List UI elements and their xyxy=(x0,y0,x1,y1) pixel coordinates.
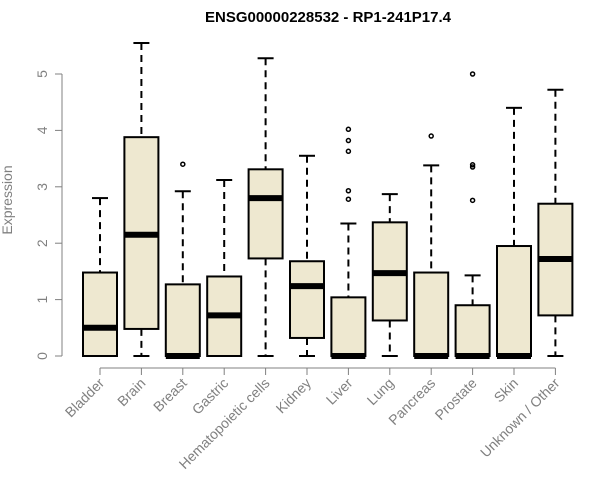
x-tick-label: Breast xyxy=(150,375,190,415)
x-tick-label: Bladder xyxy=(62,375,108,421)
y-tick-label: 5 xyxy=(34,70,50,78)
iqr-box xyxy=(82,271,118,358)
box-gastric xyxy=(206,179,243,358)
outlier-point xyxy=(345,148,352,155)
y-axis-label: Expression xyxy=(0,165,15,234)
outlier-point xyxy=(345,187,352,194)
box-group xyxy=(82,41,574,359)
box-breast xyxy=(164,161,201,359)
iqr-box xyxy=(454,304,491,357)
box-bladder xyxy=(82,197,118,358)
box-brain xyxy=(123,41,160,357)
outlier-point xyxy=(469,71,476,77)
y-axis: 0 1 2 3 4 5 xyxy=(34,70,63,360)
iqr-box xyxy=(496,245,532,358)
x-tick-label: Brain xyxy=(114,375,148,409)
box-lung xyxy=(371,193,408,357)
box-hematopoietic-cells xyxy=(247,57,284,357)
x-tick-label: Lung xyxy=(364,375,397,408)
x-tick-label: Kidney xyxy=(273,375,315,417)
iqr-box xyxy=(289,260,325,339)
iqr-box xyxy=(164,283,201,358)
outlier-point xyxy=(345,126,352,133)
chart-title: ENSG00000228532 - RP1-241P17.4 xyxy=(205,9,452,26)
box-prostate xyxy=(454,71,491,359)
x-tick-label: Unknown / Other xyxy=(477,375,563,461)
outlier-point xyxy=(469,164,476,170)
y-tick-label: 2 xyxy=(34,239,50,247)
y-tick-label: 1 xyxy=(34,295,50,303)
x-tick-label: Skin xyxy=(491,375,522,406)
outlier-point xyxy=(180,161,186,167)
box-skin xyxy=(496,106,532,359)
y-tick-label: 3 xyxy=(34,183,50,191)
x-tick-label: Liver xyxy=(323,375,356,408)
box-liver xyxy=(330,126,367,359)
outlier-point xyxy=(469,197,476,204)
iqr-box xyxy=(247,168,284,260)
box-unknown-other xyxy=(537,88,574,357)
box-pancreas xyxy=(413,133,450,359)
iqr-box xyxy=(330,296,367,357)
outlier-point xyxy=(428,133,434,139)
y-tick-label: 0 xyxy=(34,352,50,360)
outlier-point xyxy=(345,196,352,202)
box-kidney xyxy=(289,154,325,357)
outlier-point xyxy=(345,137,352,144)
x-tick-label: Prostate xyxy=(432,375,480,423)
outlier-point xyxy=(469,162,476,168)
y-tick-label: 4 xyxy=(34,126,50,134)
iqr-box xyxy=(413,271,450,358)
